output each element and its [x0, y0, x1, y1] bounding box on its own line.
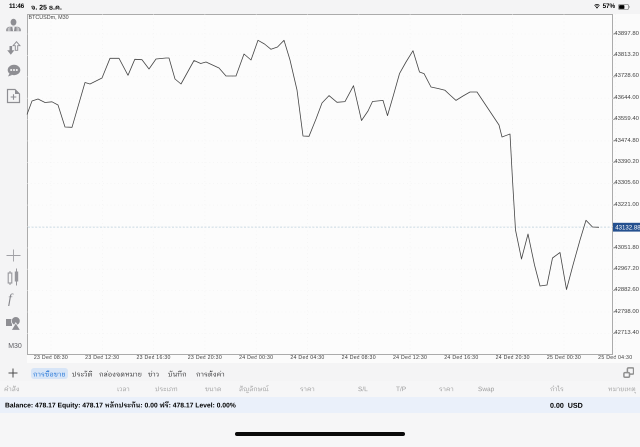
svg-text:43132.88: 43132.88 — [615, 225, 640, 232]
